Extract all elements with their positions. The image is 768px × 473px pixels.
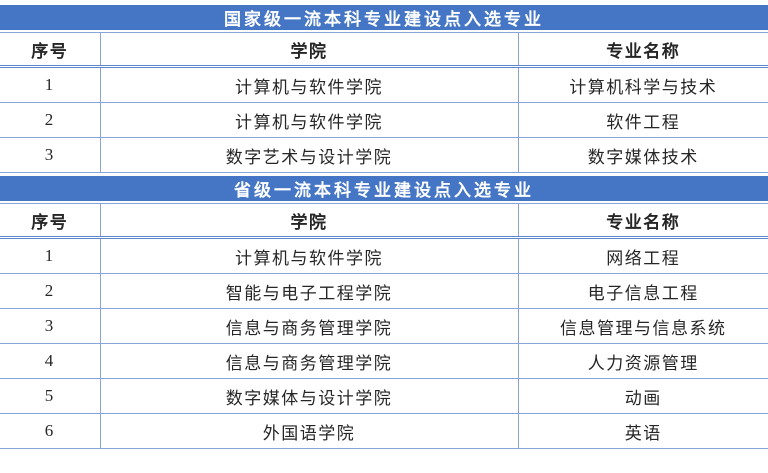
row-index-cell: 2 [0,102,101,138]
header-row: 序号 学院 专业名称 [0,203,768,239]
table-row: 6 外国语学院 英语 [0,413,768,449]
national-level-table: 序号 学院 专业名称 1 计算机与软件学院 计算机科学与技术 2 计算机与软件学院 软件工… [0,32,768,173]
college-cell: 信息与商务管理学院 [100,308,519,344]
row-index-cell: 2 [0,273,101,309]
column-header-college: 学院 [100,32,519,68]
major-name-cell: 动画 [518,378,768,414]
row-index-cell: 1 [0,237,101,274]
header-row: 序号 学院 专业名称 [0,32,768,68]
college-cell: 数字媒体与设计学院 [100,378,519,414]
college-cell: 智能与电子工程学院 [100,273,519,309]
major-name-cell: 信息管理与信息系统 [518,308,768,344]
major-name-cell: 网络工程 [518,237,768,274]
national-level-table-body: 1 计算机与软件学院 计算机科学与技术 2 计算机与软件学院 软件工程 3 数字艺术与设计学院… [0,66,768,173]
major-name-cell: 电子信息工程 [518,273,768,309]
row-index-cell: 3 [0,308,101,344]
provincial-level-table-body: 1 计算机与软件学院 网络工程 2 智能与电子工程学院 电子信息工程 3 信息与商务管理学院信… [0,237,768,449]
table-row: 2 计算机与软件学院 软件工程 [0,102,768,138]
table-row: 2 智能与电子工程学院 电子信息工程 [0,273,768,309]
college-cell: 数字艺术与设计学院 [100,137,519,173]
major-name-cell: 数字媒体技术 [518,137,768,173]
provincial-level-section: 省级一流本科专业建设点入选专业 序号 学院 专业名称 1 计算机与软件学院 网络工程… [0,176,768,449]
column-header-major-name: 专业名称 [518,203,768,239]
row-index-cell: 6 [0,413,101,449]
national-level-banner-title: 国家级一流本科专业建设点入选专业 [224,10,544,29]
college-cell: 信息与商务管理学院 [100,343,519,379]
table-row: 5 数字媒体与设计学院 动画 [0,378,768,414]
column-header-index: 序号 [0,203,101,239]
column-header-major-name: 专业名称 [518,32,768,68]
college-cell: 计算机与软件学院 [100,102,519,138]
column-header-index: 序号 [0,32,101,68]
column-header-college: 学院 [100,203,519,239]
table-row: 1 计算机与软件学院 网络工程 [0,237,768,274]
row-index-cell: 1 [0,66,101,103]
row-index-cell: 4 [0,343,101,379]
row-index-cell: 5 [0,378,101,414]
national-level-banner: 国家级一流本科专业建设点入选专业 [0,5,768,30]
provincial-level-banner: 省级一流本科专业建设点入选专业 [0,176,768,201]
major-name-cell: 英语 [518,413,768,449]
table-row: 1 计算机与软件学院 计算机科学与技术 [0,66,768,103]
major-name-cell: 计算机科学与技术 [518,66,768,103]
table-row: 3 信息与商务管理学院 信息管理与信息系统 [0,308,768,344]
college-cell: 外国语学院 [100,413,519,449]
provincial-level-banner-title: 省级一流本科专业建设点入选专业 [234,181,534,200]
table-row: 4 信息与商务管理学院 人力资源管理 [0,343,768,379]
major-name-cell: 人力资源管理 [518,343,768,379]
college-cell: 计算机与软件学院 [100,237,519,274]
provincial-level-table-header: 序号 学院 专业名称 [0,203,768,239]
table-row: 3 数字艺术与设计学院 数字媒体技术 [0,137,768,173]
college-cell: 计算机与软件学院 [100,66,519,103]
major-name-cell: 软件工程 [518,102,768,138]
national-level-section: 国家级一流本科专业建设点入选专业 序号 学院 专业名称 1 计算机与软件学院 计算机… [0,5,768,173]
national-level-table-header: 序号 学院 专业名称 [0,32,768,68]
provincial-level-table: 序号 学院 专业名称 1 计算机与软件学院 网络工程 2 智能与电子工程学院 电子信息工程… [0,203,768,449]
row-index-cell: 3 [0,137,101,173]
